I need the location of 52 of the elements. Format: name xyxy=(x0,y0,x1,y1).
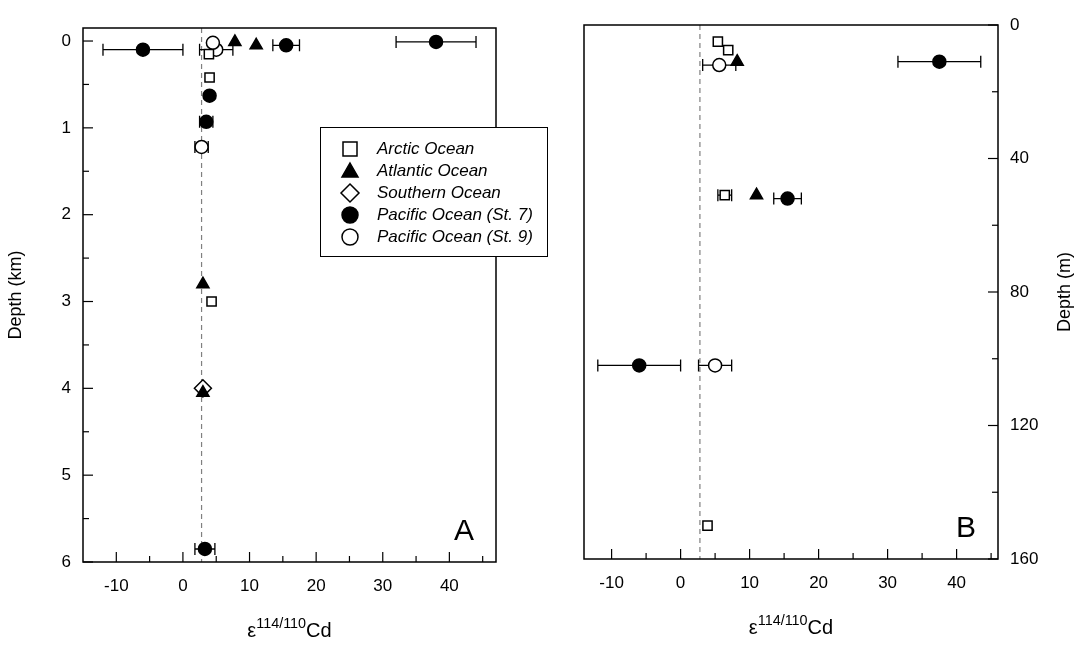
x-tick-label: 30 xyxy=(373,575,393,595)
x-tick-label: 10 xyxy=(240,575,259,595)
x-tick-label: 30 xyxy=(878,572,898,592)
y-tick-label: 4 xyxy=(61,378,71,398)
point xyxy=(228,34,242,47)
y-tick-label: 3 xyxy=(61,291,71,311)
point xyxy=(707,358,723,373)
point xyxy=(711,57,727,73)
x-tick-label: 0 xyxy=(178,575,188,595)
point xyxy=(712,36,724,48)
point xyxy=(196,276,210,289)
x-tick-label: 10 xyxy=(740,572,760,592)
y-tick-label: 2 xyxy=(61,204,71,224)
x-tick-label: 20 xyxy=(809,572,829,592)
point xyxy=(135,42,151,57)
y-tick-label: 40 xyxy=(1010,148,1029,168)
legend-label: Pacific Ocean (St. 7) xyxy=(377,205,533,225)
y-tick-label: 0 xyxy=(1010,14,1020,34)
y-tick-label: 80 xyxy=(1010,281,1029,301)
point xyxy=(780,191,795,206)
y-tick-label: 160 xyxy=(1010,548,1039,568)
point xyxy=(631,358,647,373)
x-tick-label: 40 xyxy=(947,572,967,592)
legend-label: Atlantic Ocean xyxy=(377,161,488,181)
x-tick-label: -10 xyxy=(104,575,129,595)
y-axis-title: Depth (m) xyxy=(1054,251,1074,333)
point xyxy=(249,37,264,50)
point xyxy=(932,54,947,69)
y-tick-label: 5 xyxy=(61,464,71,484)
x-tick-label: 20 xyxy=(306,575,326,595)
y-tick-label: 0 xyxy=(61,30,71,50)
point xyxy=(202,88,217,103)
x-tick-label: 0 xyxy=(675,572,686,592)
legend-label: Pacific Ocean (St. 9) xyxy=(377,227,533,247)
point xyxy=(749,187,764,200)
point xyxy=(205,35,221,51)
x-tick-label: -10 xyxy=(599,572,624,592)
legend-label: Southern Ocean xyxy=(377,183,501,203)
y-tick-label: 6 xyxy=(61,551,71,571)
legend-label: Arctic Ocean xyxy=(377,139,475,159)
y-tick-label: 1 xyxy=(61,117,71,137)
point xyxy=(278,38,294,53)
y-axis-title: Depth (km) xyxy=(5,250,25,340)
point xyxy=(206,296,217,307)
point xyxy=(428,34,444,50)
point xyxy=(702,520,713,531)
annotation: A xyxy=(453,513,474,546)
point xyxy=(722,44,734,56)
annotation: B xyxy=(955,510,976,543)
point xyxy=(204,72,215,83)
x-tick-label: 40 xyxy=(439,575,459,595)
y-tick-label: 120 xyxy=(1010,415,1039,435)
